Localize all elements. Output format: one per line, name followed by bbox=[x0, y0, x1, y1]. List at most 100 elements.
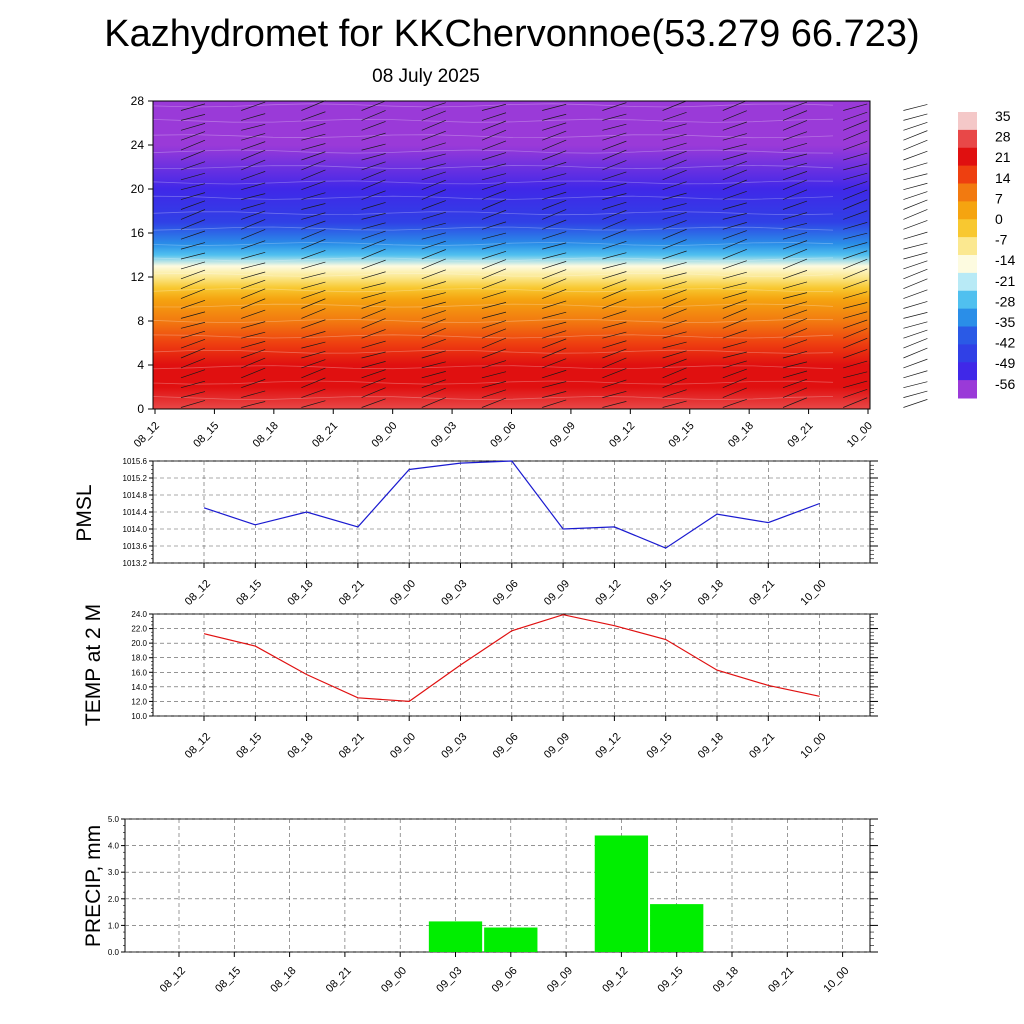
wind-barb bbox=[481, 221, 507, 230]
x-tick-label: 10_00 bbox=[798, 578, 828, 608]
wind-barb bbox=[301, 250, 326, 260]
y-tick-label: 4.0 bbox=[108, 842, 120, 851]
wind-barb bbox=[542, 122, 567, 131]
wind-barb bbox=[481, 290, 507, 299]
wind-barb bbox=[241, 331, 266, 339]
wind-barb bbox=[903, 329, 928, 339]
wind-barb bbox=[180, 161, 206, 171]
wind-barb bbox=[542, 288, 567, 299]
wind-barb bbox=[361, 248, 386, 260]
wind-barb bbox=[602, 340, 627, 349]
wind-barb bbox=[782, 162, 808, 171]
x-tick-label: 09_06 bbox=[491, 578, 521, 608]
wind-barb bbox=[843, 397, 868, 408]
wind-barb bbox=[843, 279, 868, 290]
wind-barb bbox=[241, 240, 266, 250]
wind-barb bbox=[241, 113, 266, 121]
wind-barb bbox=[722, 368, 747, 379]
wind-barb bbox=[602, 171, 627, 181]
wind-barb bbox=[481, 242, 507, 250]
wind-barb bbox=[602, 348, 627, 359]
x-tick-label: 09_00 bbox=[388, 578, 418, 608]
wind-barb bbox=[843, 349, 868, 359]
wind-barb bbox=[361, 369, 386, 379]
wind-barb bbox=[903, 338, 928, 349]
wind-barb bbox=[241, 321, 266, 329]
y-tick-label: 10.0 bbox=[131, 712, 147, 721]
wind-barb bbox=[301, 143, 326, 151]
wind-barb bbox=[361, 153, 386, 161]
wind-barb bbox=[301, 388, 326, 398]
wind-barb bbox=[180, 230, 206, 240]
x-tick-label: 08_12 bbox=[132, 420, 162, 450]
wind-barb bbox=[180, 183, 206, 191]
wind-barb bbox=[722, 308, 747, 319]
wind-barb bbox=[662, 341, 687, 349]
wind-barb bbox=[782, 328, 808, 339]
wind-barb bbox=[301, 180, 326, 191]
wind-barb bbox=[542, 130, 567, 141]
wind-barb bbox=[421, 258, 446, 270]
wind-barb bbox=[722, 152, 747, 161]
wind-barb bbox=[542, 252, 567, 260]
x-tick-label: 09_12 bbox=[600, 965, 630, 995]
colorbar: 35 28 21 14 7 0 -7 -14 -21 -28 -35 -42 -49 -56 bbox=[958, 108, 1015, 399]
colorbar-label: -14 bbox=[995, 252, 1015, 268]
y-tick-label: 1014.0 bbox=[123, 525, 148, 534]
wind-barb bbox=[361, 351, 386, 359]
wind-barb bbox=[843, 388, 868, 398]
wind-barb bbox=[602, 113, 627, 121]
wind-barb bbox=[301, 400, 326, 408]
wind-barb bbox=[481, 360, 507, 369]
wind-barb bbox=[481, 199, 507, 210]
colorbar-swatch bbox=[958, 183, 977, 202]
wind-barb bbox=[843, 250, 868, 260]
wind-barb bbox=[782, 281, 808, 290]
contour-line bbox=[152, 272, 834, 277]
wind-barb bbox=[481, 120, 507, 131]
wind-barb bbox=[722, 160, 747, 171]
wind-barb bbox=[301, 367, 326, 379]
x-tick-label: 09_00 bbox=[388, 731, 418, 761]
wind-barb bbox=[843, 111, 868, 121]
contour-line bbox=[152, 226, 834, 231]
wind-barb bbox=[481, 311, 507, 319]
precip-bar bbox=[650, 904, 704, 952]
wind-barb bbox=[241, 229, 266, 240]
wind-barb bbox=[421, 222, 446, 230]
contour-line bbox=[152, 349, 834, 354]
wind-barb bbox=[542, 139, 567, 151]
wind-barb bbox=[602, 229, 627, 240]
y-tick-label: 1013.2 bbox=[123, 559, 148, 568]
wind-barb bbox=[782, 270, 808, 280]
wind-barb bbox=[602, 252, 627, 260]
y-tick-label: 0.0 bbox=[108, 948, 120, 957]
wind-barb bbox=[481, 348, 507, 359]
wind-barb bbox=[542, 191, 567, 200]
wind-barb bbox=[180, 288, 206, 299]
wind-barb bbox=[301, 289, 326, 299]
wind-barb bbox=[722, 248, 747, 260]
cross-section-panel: 0 4 8 12 16 20 24 28 08_12 08_15 08_18 08_21 09_00 09… bbox=[131, 94, 928, 450]
wind-barb bbox=[662, 289, 687, 299]
wind-barb bbox=[722, 360, 747, 369]
x-tick-label: 09_03 bbox=[434, 965, 464, 995]
wind-barb bbox=[361, 361, 386, 369]
wind-barb bbox=[542, 103, 567, 111]
wind-barb bbox=[722, 329, 747, 339]
wind-barb bbox=[301, 169, 326, 181]
wind-barb bbox=[542, 358, 567, 369]
wind-barb bbox=[542, 183, 567, 191]
wind-barb bbox=[421, 371, 446, 379]
wind-barb bbox=[602, 262, 627, 270]
wind-barb bbox=[361, 318, 386, 329]
wind-barb bbox=[241, 357, 266, 369]
wind-barb bbox=[421, 292, 446, 299]
wind-barb bbox=[241, 349, 266, 359]
wind-barb bbox=[180, 103, 206, 111]
wind-barb bbox=[241, 182, 266, 191]
colorbar-label: -21 bbox=[995, 273, 1015, 289]
wind-barb bbox=[361, 179, 386, 191]
wind-barb bbox=[602, 357, 627, 369]
